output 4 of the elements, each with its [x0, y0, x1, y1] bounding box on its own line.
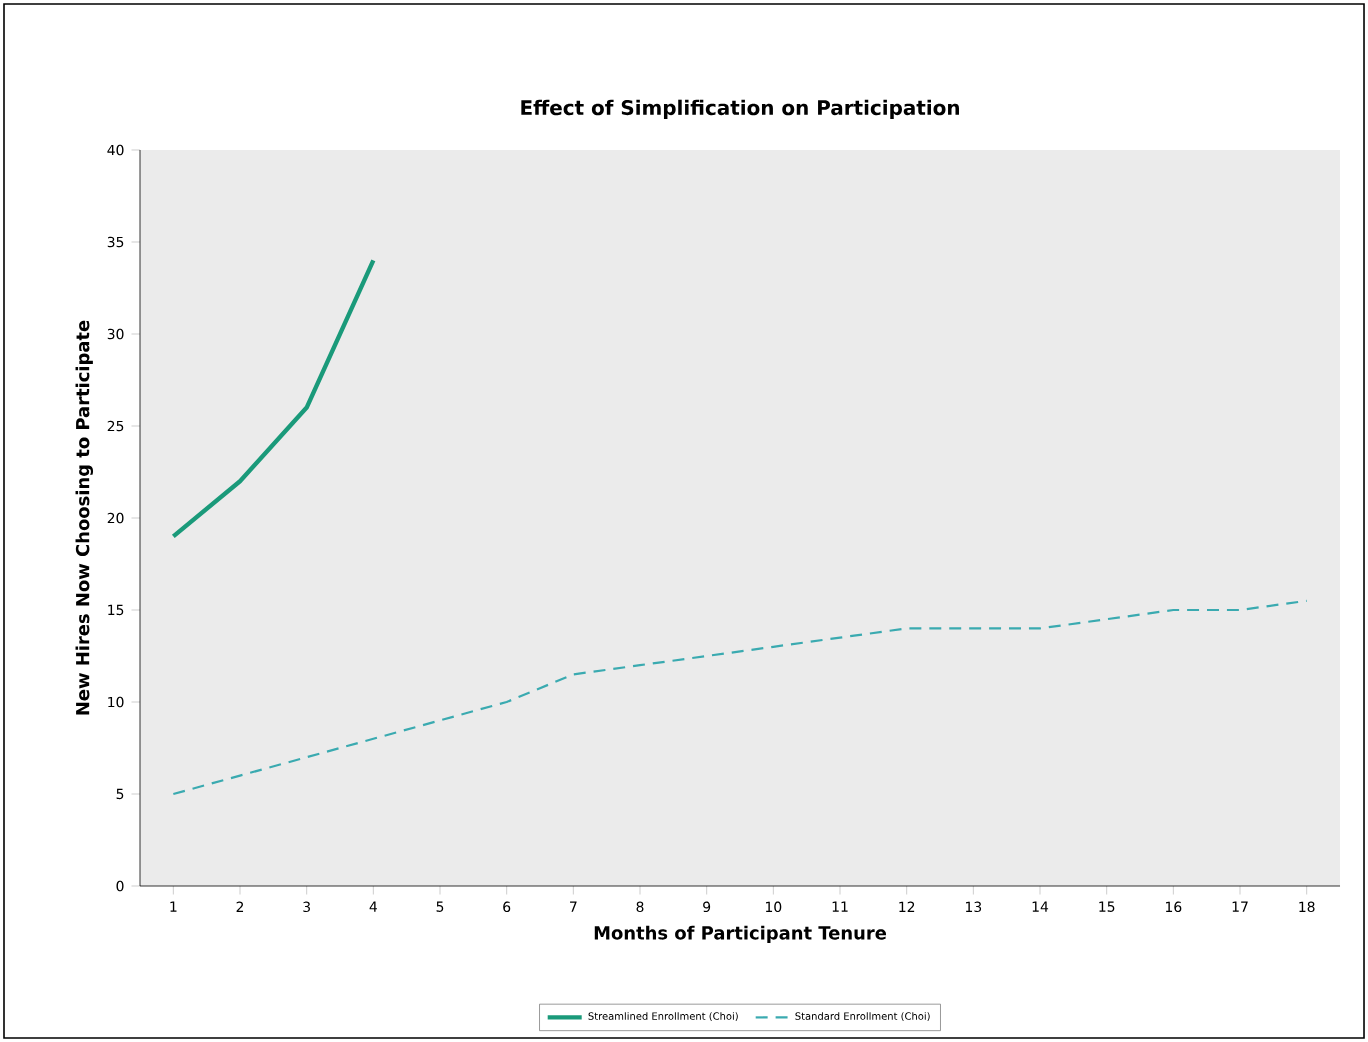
line-series [171, 258, 376, 539]
y-axis-title: New Hires Now Choosing to Participate [75, 320, 94, 715]
chart-title: Effect of Simplification on Participation [521, 99, 959, 120]
x-axis-title: Months of Participant Tenure [594, 925, 887, 944]
